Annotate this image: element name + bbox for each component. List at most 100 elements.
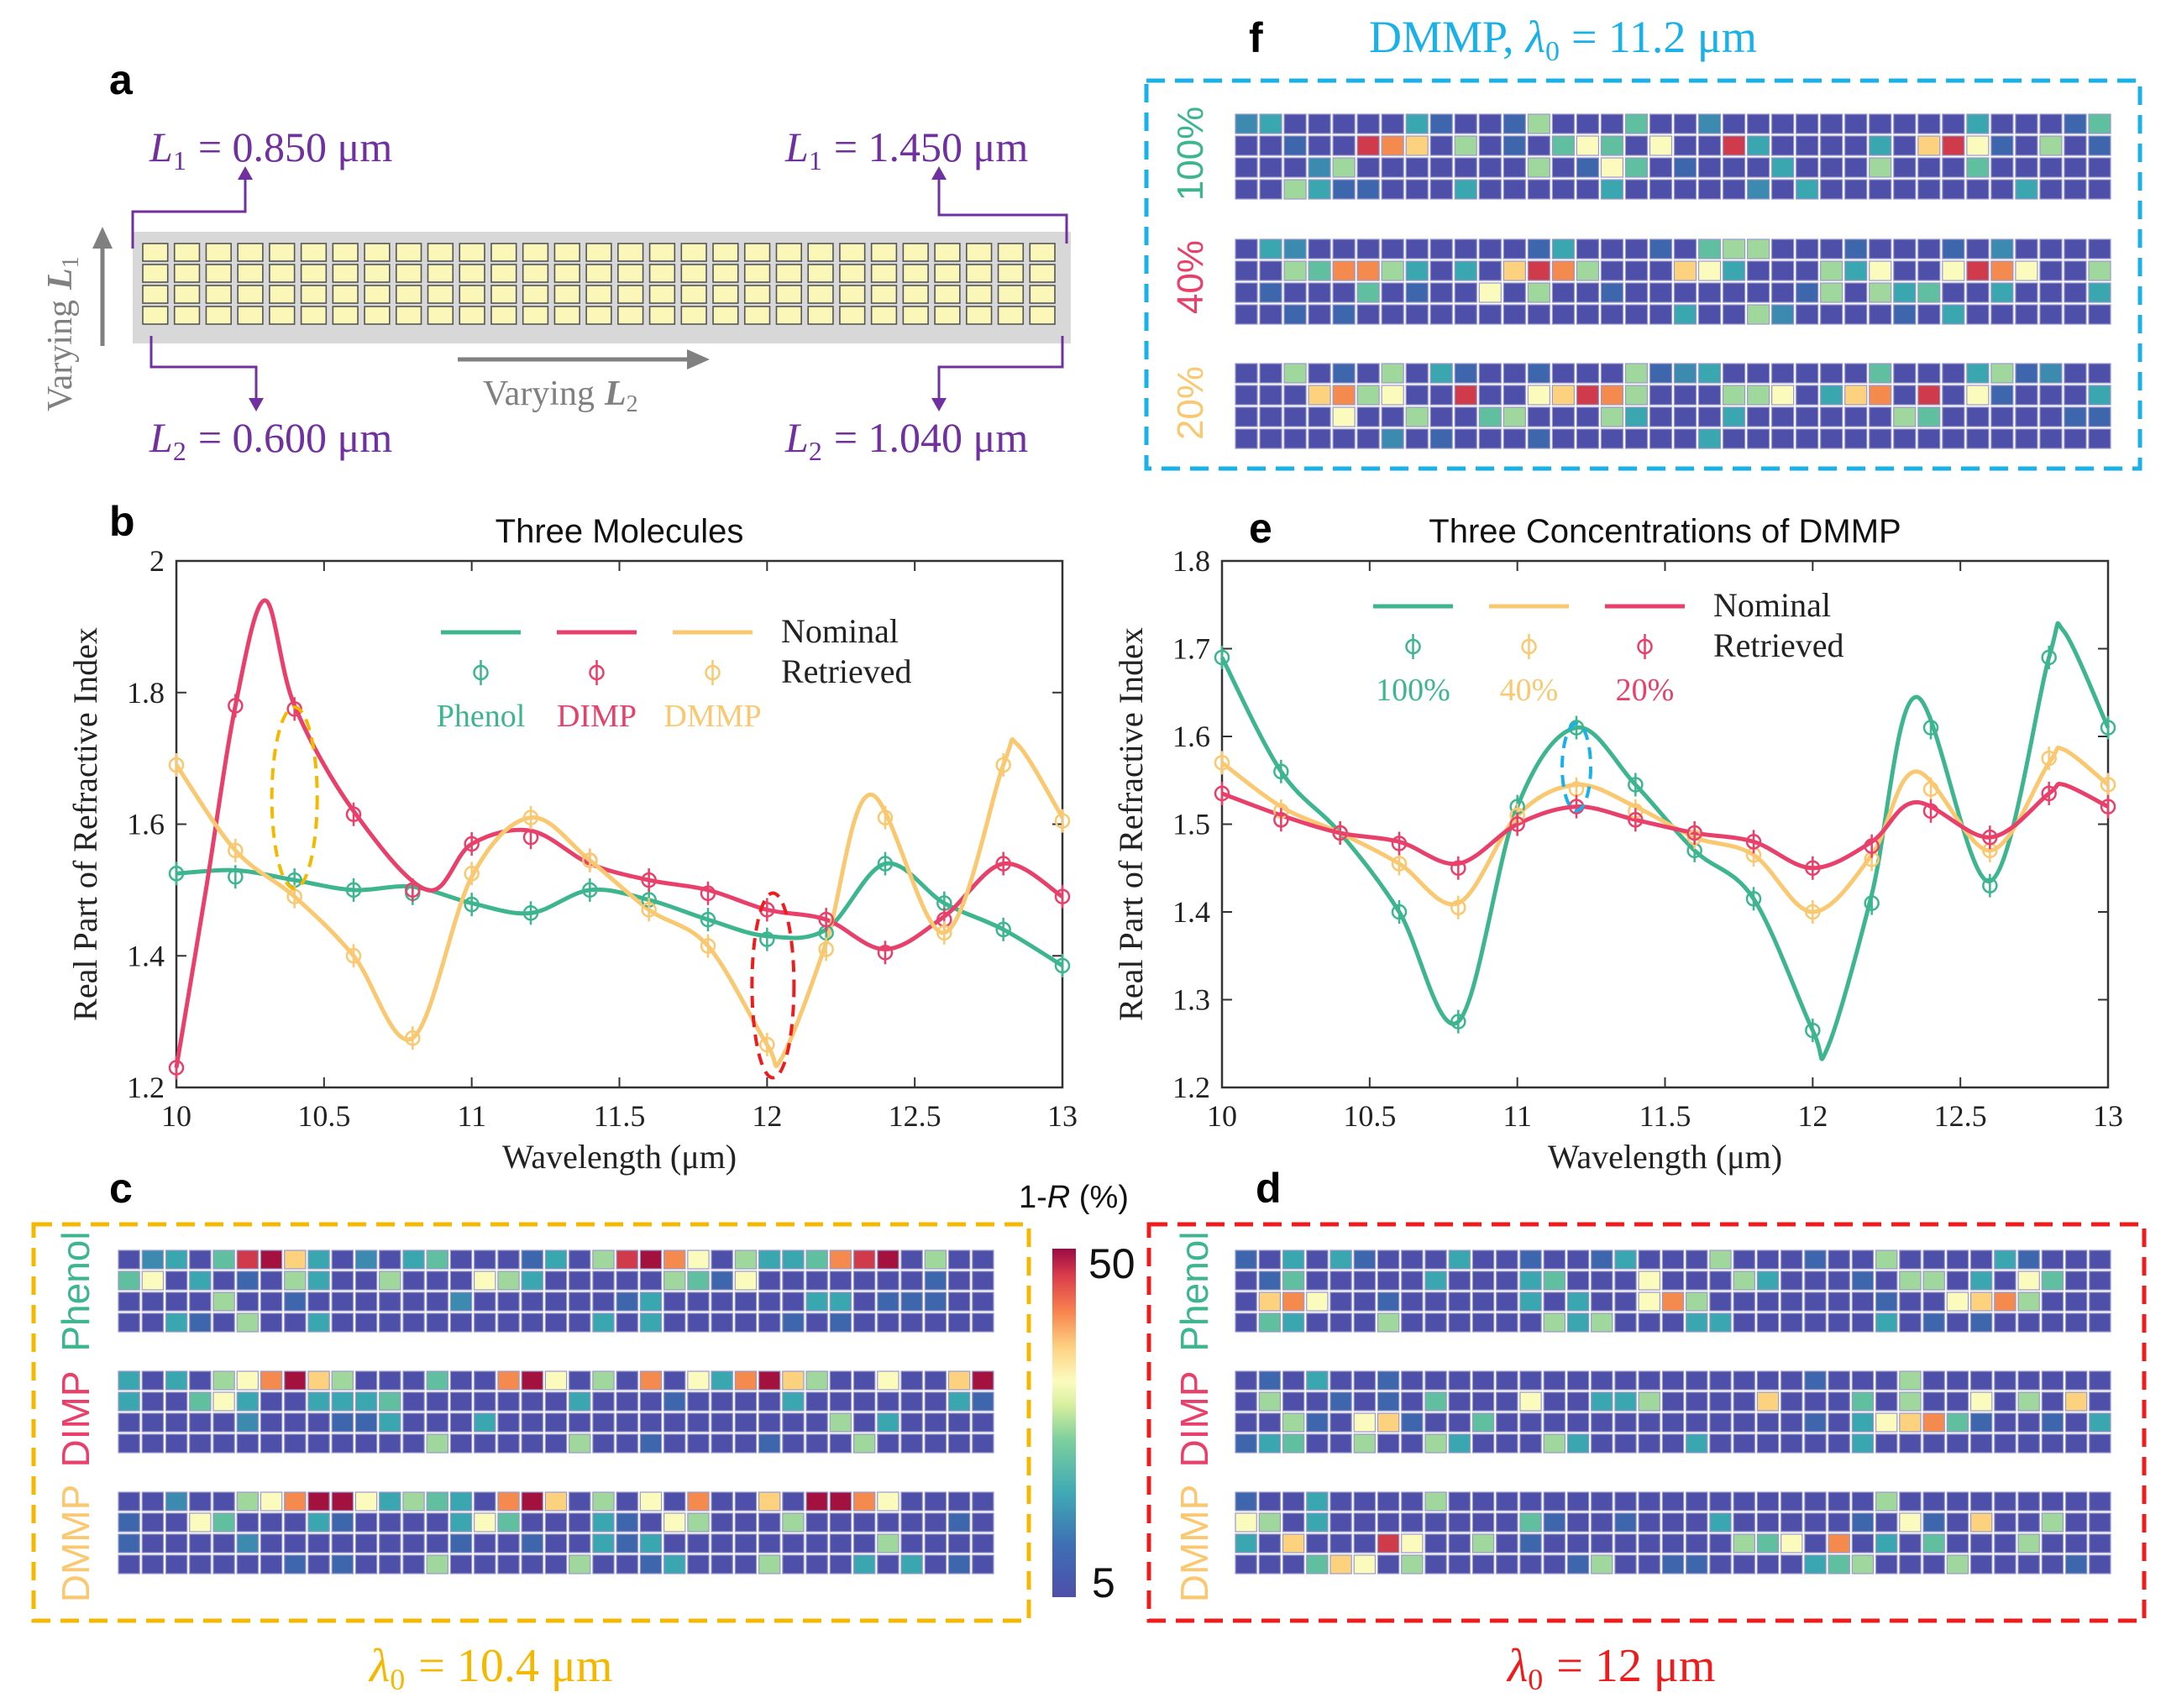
heatmap-cell (426, 1433, 449, 1454)
heatmap-cell (972, 1433, 994, 1454)
arrow-down-icon (249, 398, 264, 411)
panel-c-letter: c (109, 1165, 133, 1212)
retrieved-point (1745, 834, 1762, 850)
metasurface-pixel (553, 264, 580, 283)
heatmap-cell (1600, 113, 1624, 134)
retrieved-point (1273, 812, 1289, 828)
metasurface-pixel (395, 306, 422, 325)
heatmap-cell (1828, 1291, 1850, 1312)
heatmap-cell (2041, 1433, 2064, 1454)
heatmap-cell (1259, 260, 1282, 281)
heatmap-cell (2039, 385, 2063, 406)
panel-b-letter: b (109, 498, 135, 545)
heatmap-cell (284, 1491, 307, 1512)
heatmap-cell (1377, 1312, 1400, 1333)
heatmap-cell (426, 1533, 449, 1553)
heatmap-cell (2088, 406, 2111, 427)
heatmap-cell (1709, 1433, 1732, 1454)
heatmap-cell (616, 1554, 638, 1574)
heatmap-cell (1235, 1291, 1257, 1312)
x-tick-label: 12.5 (889, 1099, 941, 1133)
heatmap-cell (1471, 1491, 1495, 1512)
heatmap-cell (758, 1533, 781, 1553)
heatmap-cell (1820, 238, 1843, 259)
retrieved-point (2100, 799, 2116, 815)
heatmap-cell (639, 1312, 663, 1333)
heatmap-cell (189, 1491, 212, 1512)
heatmap-cell (734, 1370, 758, 1391)
heatmap-cell (663, 1533, 686, 1553)
metasurface-pixel (617, 264, 644, 283)
heatmap-cell (1820, 282, 1843, 303)
heatmap-cell (616, 1433, 638, 1454)
heatmap-cell (1922, 1533, 1945, 1553)
heatmap-cell (1893, 113, 1917, 134)
heatmap-cell (972, 1291, 994, 1312)
heatmap-cell (1966, 179, 1990, 200)
retrieved-point (2041, 649, 2057, 666)
heatmap-cell (2015, 135, 2038, 156)
metasurface-pixel (173, 285, 201, 304)
heatmap-cell (1551, 385, 1575, 406)
metasurface-pixel (807, 285, 834, 304)
heatmap-cell (2089, 1391, 2111, 1412)
metasurface-pixel (997, 243, 1025, 262)
heatmap-cell (1746, 385, 1770, 406)
heatmap-cell (1746, 406, 1770, 427)
heatmap-cell (947, 1271, 971, 1291)
legend-series-name: Phenol (437, 699, 526, 734)
heatmap-cell (118, 1370, 140, 1391)
heatmap-cell (1424, 1370, 1447, 1391)
heatmap-cell (758, 1554, 781, 1574)
heatmap-cell (521, 1512, 543, 1532)
arrow-down-icon (931, 398, 947, 411)
heatmap-cell (1600, 304, 1624, 325)
retrieved-point (1273, 763, 1289, 780)
heatmap-cell (1353, 1433, 1377, 1454)
heatmap-cell (1353, 1250, 1377, 1270)
heatmap-cell (1722, 385, 1746, 406)
heatmap-cell (1356, 385, 1380, 406)
panel-d-heatmaps (1235, 1250, 2111, 1574)
heatmap-cell (687, 1412, 710, 1433)
heatmap-cell (1820, 157, 1843, 178)
heatmap-cell (877, 1271, 899, 1291)
heatmap-cell (569, 1554, 591, 1574)
heatmap-cell (639, 1533, 663, 1553)
heatmap-cell (1661, 1271, 1685, 1291)
heatmap-cell (1796, 406, 1819, 427)
heatmap-cell (805, 1312, 828, 1333)
heatmap-cell (1576, 282, 1600, 303)
heatmap-cell (1697, 363, 1722, 384)
heatmap-cell (1746, 282, 1770, 303)
heatmap-cell (924, 1312, 947, 1333)
retrieved-point (2041, 750, 2057, 767)
heatmap-cell (141, 1533, 165, 1553)
heatmap-cell (947, 1412, 971, 1433)
heatmap-cell (1282, 1412, 1305, 1433)
heatmap-cell (474, 1554, 496, 1574)
retrieved-point (582, 882, 598, 899)
heatmap-cell (1649, 304, 1673, 325)
heatmap-cell (569, 1312, 591, 1333)
heatmap-cell (1994, 1533, 2017, 1553)
x-axis-label: Wavelength (μm) (502, 1138, 737, 1176)
heatmap-cell (1259, 406, 1282, 427)
heatmap-cell (284, 1370, 307, 1391)
heatmap-cell (1614, 1291, 1637, 1312)
heatmap-cell (758, 1512, 781, 1532)
heatmap-cell (1448, 1391, 1471, 1412)
heatmap-cell (1942, 385, 1965, 406)
heatmap-cell (1424, 1412, 1447, 1433)
heatmap-cell (947, 1533, 971, 1553)
heatmap-cell (284, 1433, 307, 1454)
l1-left-label: L1 = 0.850 μm (149, 123, 392, 176)
heatmap-cell (711, 1271, 733, 1291)
heatmap-cell (497, 1554, 520, 1574)
heatmap-cell (2017, 1391, 2040, 1412)
heatmap-cell (1566, 1554, 1590, 1574)
heatmap-cell (212, 1391, 235, 1412)
heatmap-cell (782, 1391, 805, 1412)
heatmap-cell (379, 1312, 401, 1333)
heatmap-cell (852, 1412, 876, 1433)
